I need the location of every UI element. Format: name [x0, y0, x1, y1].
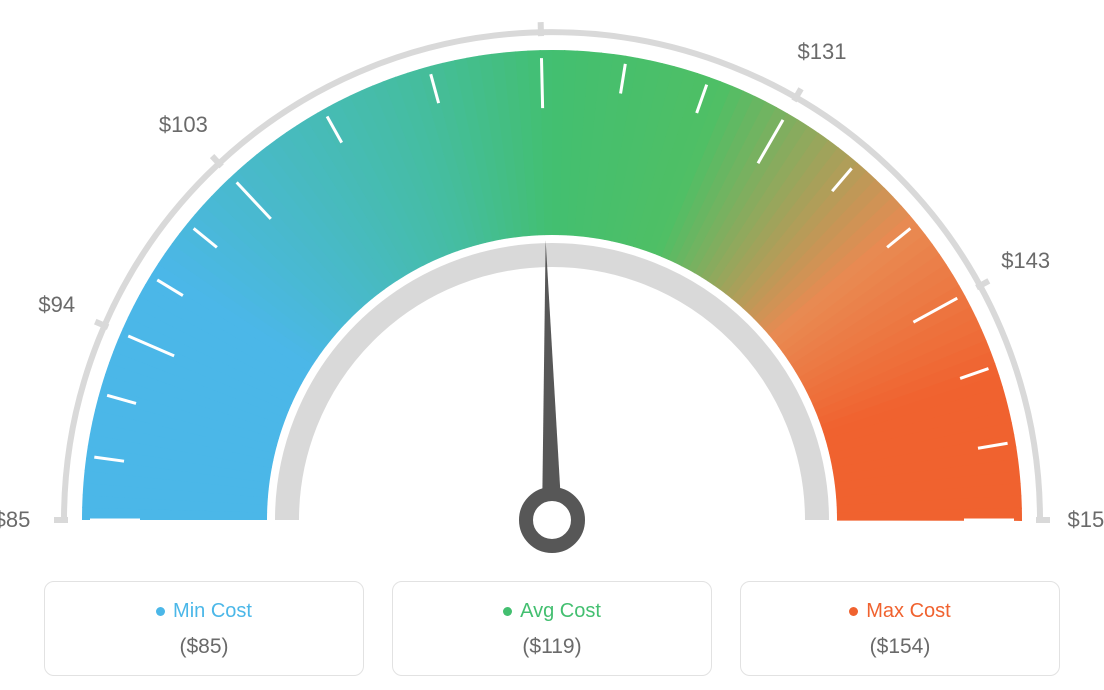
- legend-card: Max Cost ($154): [740, 581, 1060, 676]
- legend-value: ($154): [751, 635, 1049, 659]
- legend-value: ($119): [403, 635, 701, 659]
- legend-row: Min Cost ($85) Avg Cost ($119) Max Cost ($154…: [0, 581, 1104, 676]
- legend-card: Min Cost ($85): [44, 581, 364, 676]
- gauge-needle: [542, 240, 562, 520]
- gauge-tick-label: $154: [1068, 507, 1104, 533]
- gauge-tick-label: $103: [159, 112, 208, 138]
- gauge-needle-hub: [526, 494, 578, 546]
- legend-card: Avg Cost ($119): [392, 581, 712, 676]
- gauge-chart: $85$94$103$119$131$143$154: [0, 0, 1104, 560]
- legend-title: Avg Cost: [503, 600, 601, 623]
- gauge-tick-label: $131: [798, 39, 847, 65]
- legend-dot-icon: [156, 607, 165, 616]
- legend-dot-icon: [503, 607, 512, 616]
- legend-title-text: Max Cost: [866, 600, 950, 623]
- legend-value: ($85): [55, 635, 353, 659]
- gauge-svg: [0, 0, 1104, 560]
- legend-title: Max Cost: [849, 600, 950, 623]
- gauge-tick-label: $85: [0, 507, 30, 533]
- legend-title-text: Min Cost: [173, 600, 252, 623]
- legend-title-text: Avg Cost: [520, 600, 601, 623]
- legend-title: Min Cost: [156, 600, 252, 623]
- gauge-tick-label: $94: [38, 292, 75, 318]
- gauge-tick-label: $143: [1001, 248, 1050, 274]
- legend-dot-icon: [849, 607, 858, 616]
